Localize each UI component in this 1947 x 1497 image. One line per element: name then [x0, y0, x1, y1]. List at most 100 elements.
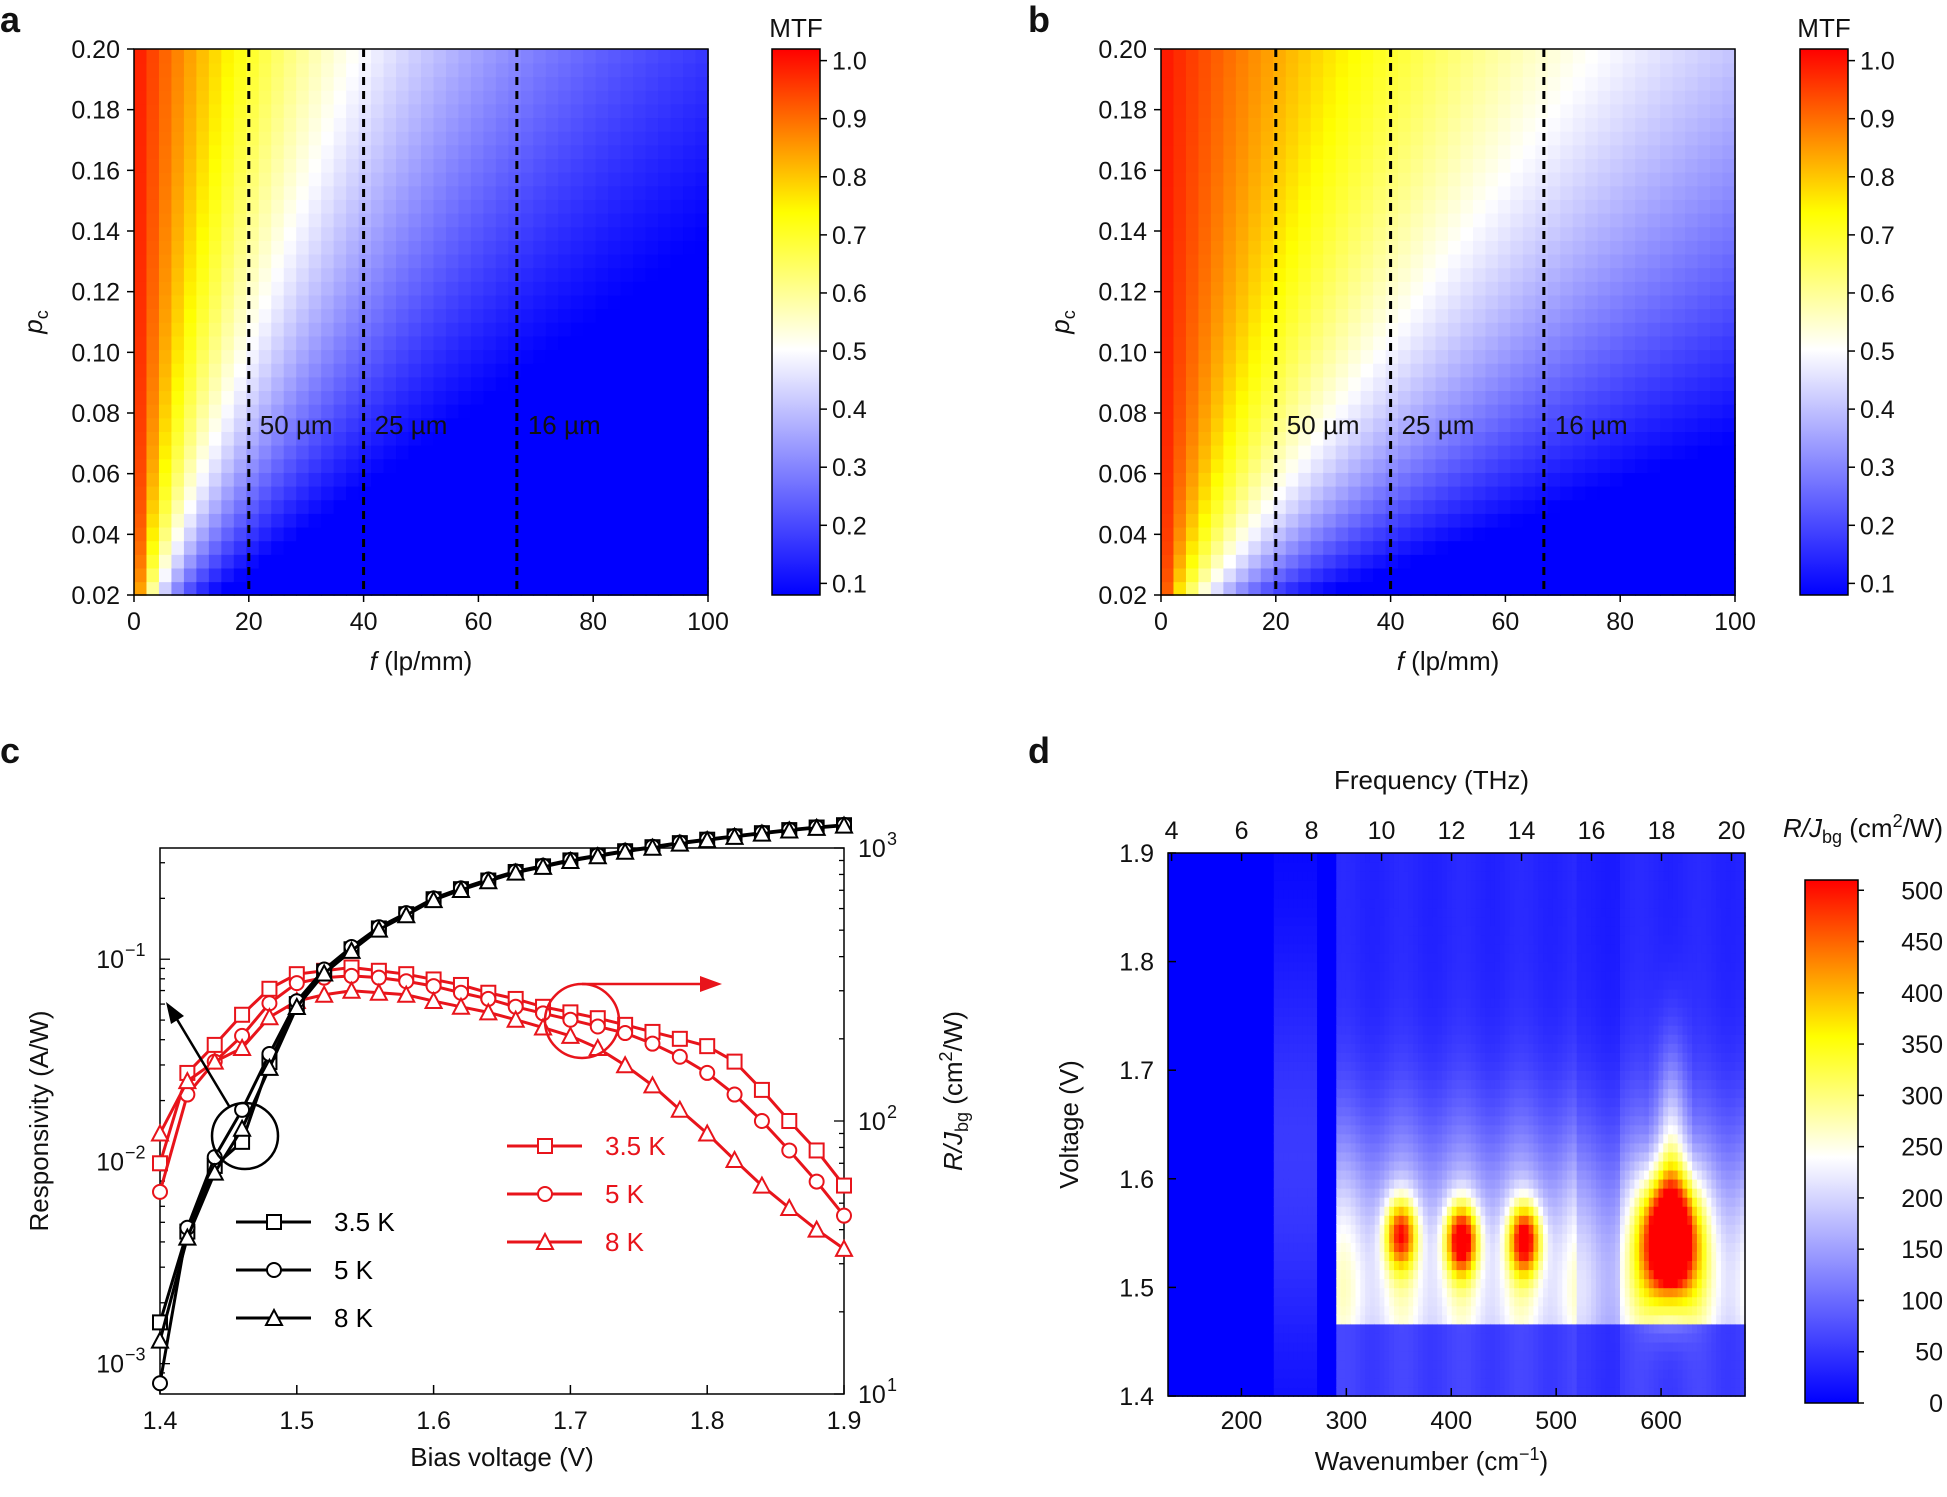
heatmap-cell [196, 267, 210, 282]
heatmap-cell [1535, 322, 1549, 337]
heatmap-cell [458, 144, 472, 159]
panel-a-mtf-map: 0 20 40 60 80 1000.020.040.060.080.100.120.14… [18, 13, 867, 676]
heatmap-cell [358, 171, 372, 187]
heatmap-cell [208, 199, 223, 214]
heatmap-cell [183, 267, 198, 282]
heatmap-cell [1230, 979, 1237, 990]
heatmap-cell [1547, 308, 1562, 323]
heatmap-cell [1572, 526, 1587, 542]
heatmap-cell [1235, 308, 1250, 323]
heatmap-cell [1635, 362, 1649, 378]
heatmap-cell [558, 444, 572, 460]
triangle-marker [588, 846, 608, 865]
heatmap-cell [645, 130, 659, 146]
heatmap-cell [1225, 988, 1232, 999]
heatmap-cell [333, 294, 347, 310]
heatmap-cell [233, 226, 248, 241]
heatmap-cell [633, 499, 647, 514]
heatmap-cell [1172, 1269, 1179, 1280]
heatmap-cell [1398, 362, 1412, 378]
heatmap-cell [458, 390, 472, 405]
heatmap-cell [433, 362, 447, 378]
heatmap-cell [645, 513, 659, 528]
heatmap-cell [1223, 390, 1237, 405]
heatmap-cell [1168, 1332, 1174, 1343]
heatmap-cell [620, 376, 634, 392]
heatmap-cell [383, 117, 397, 132]
heatmap-cell [1485, 240, 1499, 255]
heatmap-cell [1660, 554, 1674, 569]
heatmap-cell [1448, 444, 1462, 460]
heatmap-cell [670, 458, 684, 473]
heatmap-cell [683, 281, 697, 296]
heatmap-cell [1201, 1260, 1208, 1271]
heatmap-cell [1298, 322, 1312, 337]
heatmap-cell [658, 212, 672, 228]
heatmap-cell [158, 212, 173, 228]
heatmap-cell [1173, 308, 1187, 323]
heatmap-cell [1285, 158, 1300, 173]
heatmap-cell [595, 499, 609, 514]
heatmap-cell [1285, 240, 1300, 255]
heatmap-cell [1216, 1260, 1222, 1271]
heatmap-cell [1597, 185, 1612, 200]
heatmap-cell [1192, 916, 1198, 927]
heatmap-cell [1647, 130, 1661, 146]
heatmap-cell [645, 185, 659, 200]
heatmap-cell [483, 581, 497, 596]
heatmap-cell [1373, 458, 1387, 473]
heatmap-cell [1201, 1151, 1208, 1162]
heatmap-cell [1535, 49, 1549, 64]
heatmap-cell [1206, 1287, 1213, 1298]
heatmap-cell [1177, 1169, 1184, 1180]
heatmap-cell [1168, 1133, 1174, 1144]
heatmap-cell [508, 171, 522, 187]
heatmap-cell [533, 362, 547, 378]
heatmap-cell [1410, 417, 1424, 432]
heatmap-cell [1161, 513, 1175, 528]
heatmap-cell [1323, 472, 1337, 487]
heatmap-cell [1310, 540, 1325, 555]
heatmap-cell [1385, 62, 1399, 78]
heatmap-cell [358, 199, 372, 214]
heatmap-cell [1206, 1034, 1213, 1044]
heatmap-cell [670, 322, 684, 337]
heatmap-cell [1647, 349, 1661, 364]
heatmap-cell [1172, 862, 1179, 872]
heatmap-cell [1672, 376, 1686, 392]
heatmap-cell [1435, 485, 1449, 501]
heatmap-cell [371, 130, 385, 146]
heatmap-cell [1216, 1350, 1222, 1361]
heatmap-cell [483, 240, 497, 255]
x-tick-label: 1.4 [143, 1407, 178, 1435]
heatmap-cell [1201, 1205, 1208, 1216]
heatmap-cell [595, 240, 609, 255]
heatmap-cell [470, 158, 485, 173]
heatmap-cell [1235, 49, 1250, 64]
heatmap-cell [1211, 1350, 1217, 1361]
heatmap-cell [1201, 907, 1208, 918]
heatmap-cell [1187, 1215, 1193, 1225]
heatmap-cell [1206, 916, 1213, 927]
heatmap-cell [233, 554, 248, 569]
heatmap-cell [1185, 171, 1200, 187]
panel-label-a: a [0, 0, 21, 40]
heatmap-cell [1435, 103, 1449, 119]
colorbar-tick-label: 0.1 [1860, 570, 1895, 598]
heatmap-cell [283, 417, 298, 432]
heatmap-cell [483, 267, 497, 282]
heatmap-cell [483, 89, 497, 105]
heatmap-cell [1285, 49, 1300, 64]
heatmap-cell [495, 390, 510, 405]
heatmap-cell [1610, 431, 1624, 446]
heatmap-cell [1211, 1070, 1217, 1081]
heatmap-cell [495, 253, 510, 269]
heatmap-cell [258, 103, 273, 119]
heatmap-cell [1230, 934, 1237, 945]
heatmap-cell [670, 144, 684, 159]
heatmap-cell [233, 417, 248, 432]
y-tick-label: 0.06 [1098, 461, 1147, 489]
heatmap-cell [1435, 253, 1449, 269]
heatmap-cell [396, 349, 410, 364]
heatmap-cell [645, 212, 659, 228]
